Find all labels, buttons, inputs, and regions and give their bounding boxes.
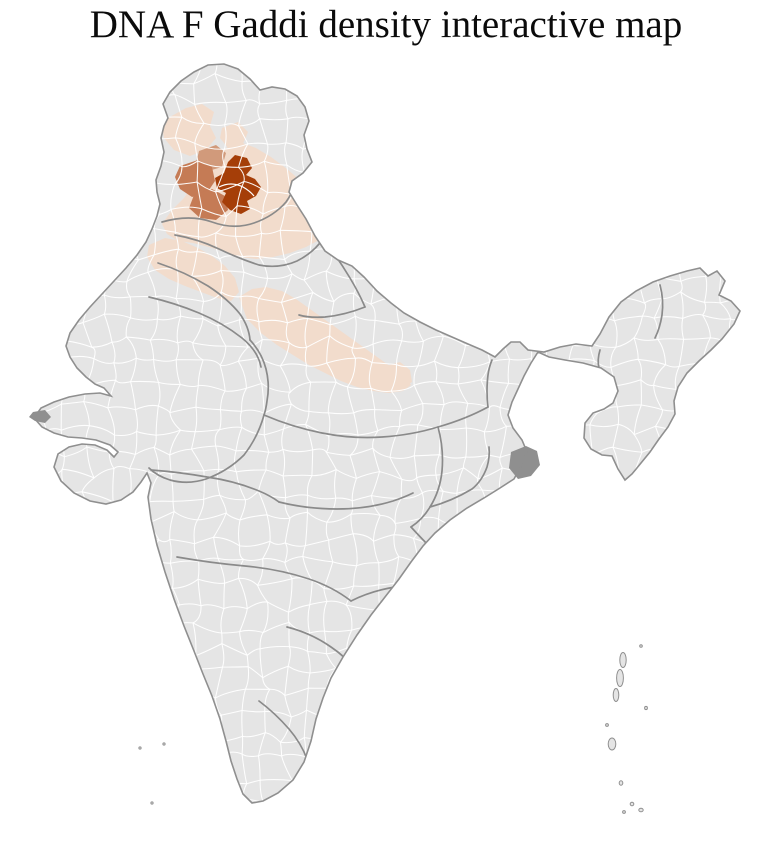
page-title: DNA F Gaddi density interactive map (89, 3, 683, 46)
district-medium-density-2[interactable] (189, 189, 228, 220)
district-low-density-up-patch[interactable] (384, 362, 412, 388)
district-low-density-punjab[interactable] (147, 238, 239, 301)
andaman-nicobar-lakshadweep-islands (138, 644, 648, 814)
district-low-density-foothill-band[interactable] (239, 287, 411, 393)
district-border-inside-high-density (218, 183, 255, 197)
district-low-density-kashmir-2[interactable] (220, 122, 248, 148)
sundarbans-delta (509, 446, 540, 479)
district-low-density-scatter-2[interactable] (314, 342, 338, 362)
density-choropleth-layer (147, 104, 412, 393)
